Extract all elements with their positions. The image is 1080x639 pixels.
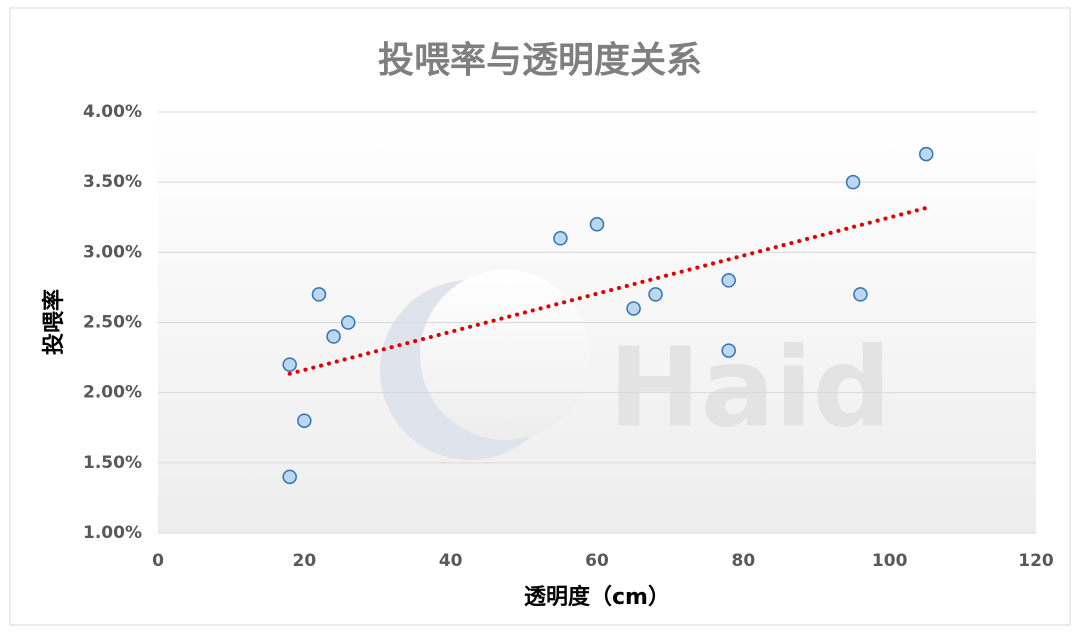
x-tick-label: 20: [292, 551, 316, 571]
y-tick-label: 2.50%: [83, 313, 142, 333]
data-point: [326, 329, 341, 344]
y-tick-label: 1.50%: [83, 453, 142, 473]
data-point: [626, 301, 641, 316]
data-point: [589, 217, 605, 232]
data-point: [845, 174, 861, 190]
data-point: [297, 413, 312, 428]
data-point: [721, 343, 736, 358]
data-point: [919, 146, 934, 162]
x-tick-label: 100: [872, 551, 908, 571]
x-tick-label: 40: [439, 551, 463, 571]
x-axis-label: 透明度（cm）: [524, 584, 670, 610]
y-tick-label: 4.00%: [83, 102, 142, 122]
y-tick-label: 2.00%: [83, 383, 142, 403]
watermark: Haid: [609, 323, 892, 451]
chart-title: 投喂率与透明度关系: [378, 40, 702, 81]
data-point: [721, 273, 736, 288]
x-tick-label: 120: [1018, 551, 1054, 571]
data-point: [282, 357, 297, 372]
x-tick-label: 80: [731, 551, 755, 571]
data-point: [311, 287, 327, 302]
data-point: [340, 315, 356, 330]
x-tick-label: 0: [152, 551, 164, 571]
y-tick-label: 1.00%: [83, 523, 142, 543]
x-tick-label: 60: [585, 551, 609, 571]
data-point: [282, 469, 297, 485]
data-point: [853, 287, 868, 302]
y-axis-label: 投喂率: [41, 289, 67, 355]
y-tick-label: 3.50%: [83, 172, 142, 192]
watermark-logo: [420, 270, 590, 440]
data-point: [648, 287, 663, 302]
data-point: [553, 231, 568, 246]
y-tick-label: 3.00%: [83, 242, 142, 262]
